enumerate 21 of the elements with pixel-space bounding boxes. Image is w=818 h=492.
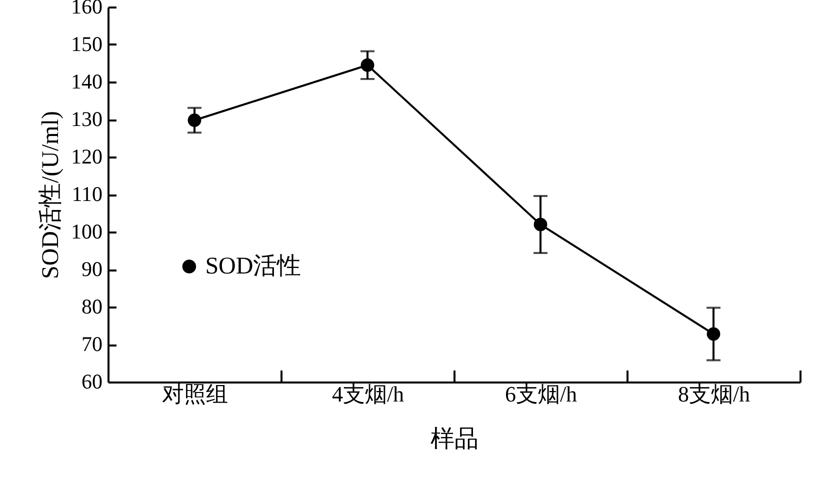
y-tick-label: 150 — [71, 32, 102, 56]
y-tick-label: 110 — [72, 182, 102, 206]
x-axis-title: 样品 — [430, 426, 478, 452]
point — [188, 114, 202, 127]
point — [360, 58, 374, 72]
y-tick-label: 60 — [82, 370, 102, 394]
y-tick-label: 90 — [82, 257, 102, 281]
y-tick-label: 140 — [71, 70, 102, 94]
point — [706, 327, 720, 341]
point — [534, 218, 548, 232]
y-tick-label: 80 — [82, 294, 102, 318]
y-axis-title: SOD活性/(U/ml) — [38, 111, 64, 279]
x-tick-label: 4支烟/h — [332, 382, 404, 406]
y-tick-label: 70 — [82, 332, 102, 356]
y-tick-label: 100 — [71, 220, 102, 244]
x-tick-label: 6支烟/h — [504, 382, 578, 406]
x-tick-label: 8支烟/h — [678, 382, 750, 406]
y-tick-label: 130 — [71, 107, 102, 131]
legend-label: SOD活性 — [205, 254, 302, 280]
y-tick-label: 120 — [71, 144, 102, 168]
x-tick-label: 对照组 — [162, 382, 228, 406]
